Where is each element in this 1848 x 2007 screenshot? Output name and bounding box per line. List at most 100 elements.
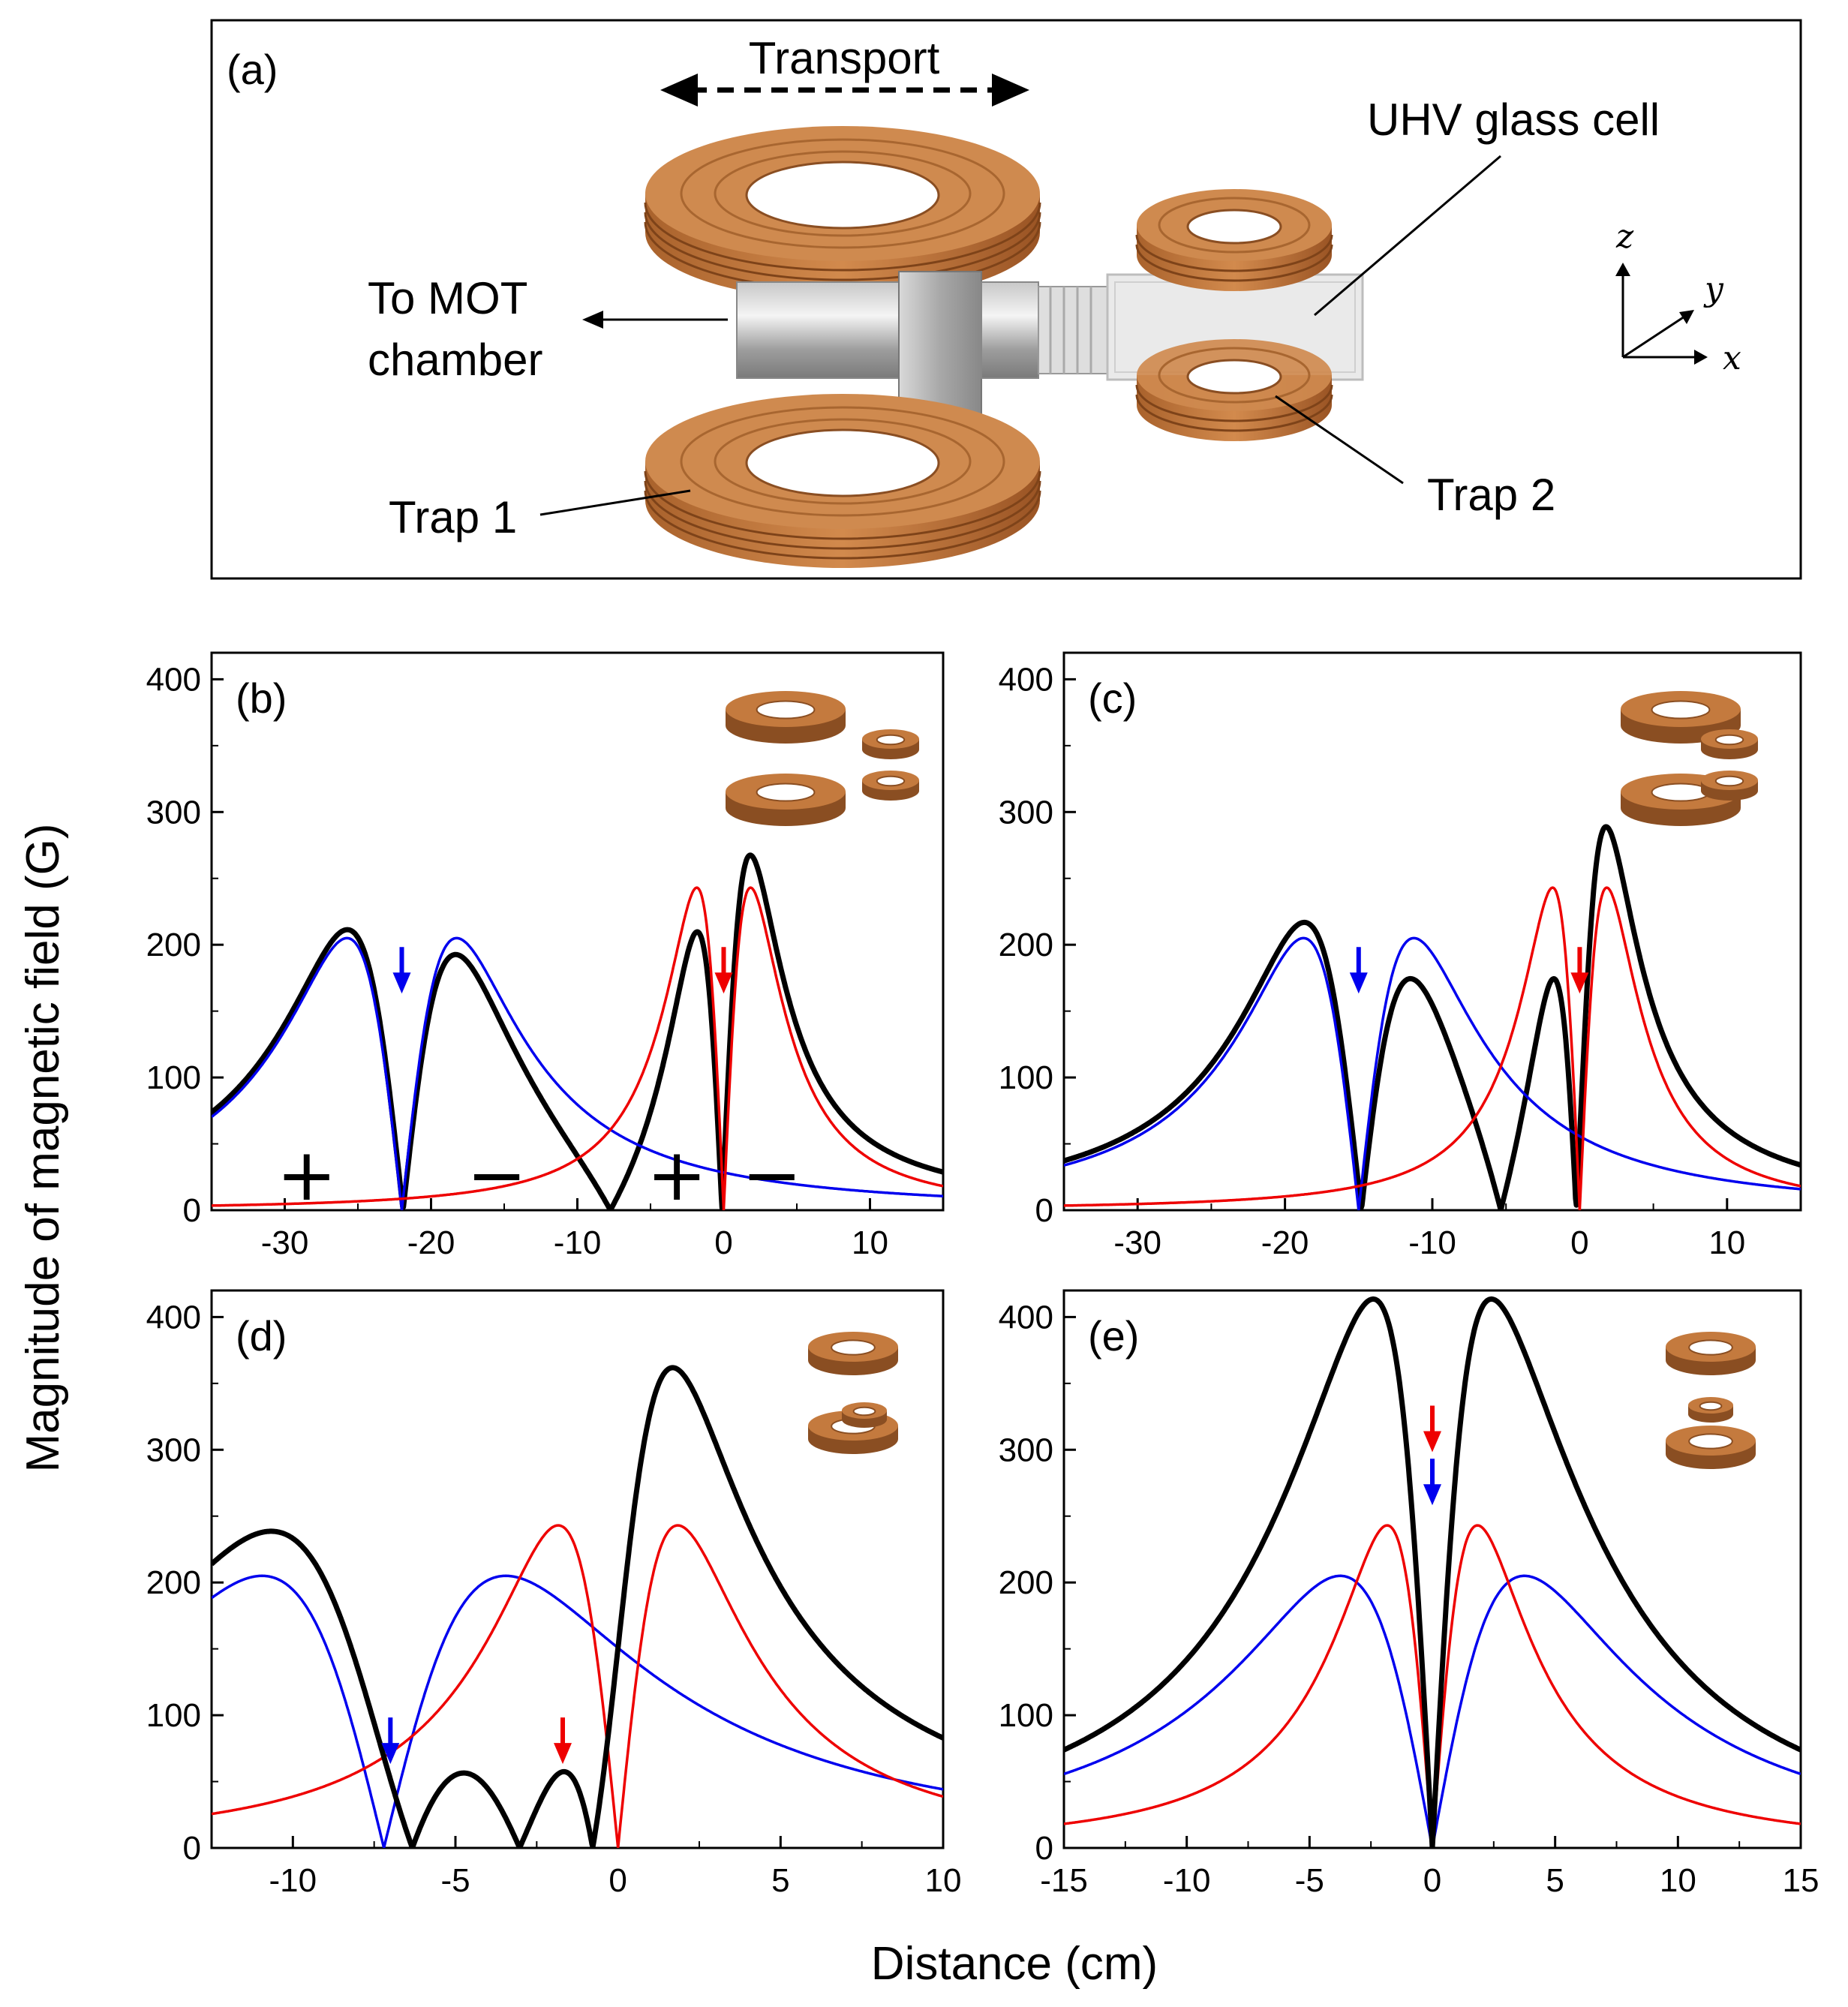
coordinate-axes [1615,263,1708,365]
panel-c-chart: 0 100 200 300 400 -30 -20 -10 0 10 (c) [999,651,1802,1261]
trap2-lower-coil [1135,339,1333,441]
transport-arrow [660,74,1029,107]
x-tick-label: -10 [1163,1862,1211,1899]
x-tick-label: 5 [771,1862,789,1899]
series-total-line [212,1365,943,1848]
panel-d-label: (d) [236,1312,287,1360]
diagram-frame [210,19,1802,580]
series-trap2-line [212,886,943,1210]
trap1-label: Trap 1 [389,492,517,542]
panel-d-coil-inset [808,1332,898,1454]
mot-label-line2: chamber [368,335,542,385]
y-tick-label: 300 [146,794,201,831]
y-tick-label: 300 [999,794,1053,831]
y-tick-label: 400 [999,661,1053,698]
y-tick-label: 300 [146,1432,201,1468]
trap2-position-arrow [714,947,733,994]
panel-b-label: (b) [236,675,287,722]
trap2-position-arrow [1570,947,1589,994]
trap1-position-arrow [381,1717,400,1765]
x-tick-label: 15 [1783,1862,1819,1899]
plot-frame [1062,1289,1802,1849]
series-trap1-line [212,1574,943,1848]
axis-x-label: x [1723,339,1741,377]
polarity-sign: + [277,1133,337,1217]
x-tick-label: 10 [852,1224,888,1261]
trap1-position-arrow [392,947,411,994]
series-total-line [1064,1296,1801,1848]
y-tick-label: 400 [146,661,201,698]
trap2-upper-coil [1135,189,1333,291]
trap1-position-arrow [1423,1459,1441,1506]
y-tick-label: 400 [146,1299,201,1335]
y-tick-label: 200 [999,1564,1053,1601]
x-tick-label: 10 [925,1862,962,1899]
x-tick-label: 0 [714,1224,732,1261]
series-total-line [212,852,943,1210]
x-tick-label: -15 [1040,1862,1088,1899]
trap2-position-arrow [554,1717,572,1765]
panel-a-label: (a) [227,46,278,93]
series-trap2-line [1064,1524,1801,1848]
trap1-lower-coil [644,394,1041,568]
series-trap1-line [1064,1574,1801,1848]
trap1-position-arrow [1349,947,1368,994]
x-tick-label: -30 [1113,1224,1161,1261]
panel-c-label: (c) [1088,675,1137,722]
x-tick-label: 0 [608,1862,627,1899]
uhv-label: UHV glass cell [1367,95,1660,145]
trap2-position-arrow [1423,1405,1441,1453]
x-tick-label: -10 [269,1862,317,1899]
polarity-sign: − [467,1133,527,1217]
y-tick-label: 200 [146,927,201,963]
transport-label: Transport [749,33,940,83]
x-tick-label: 10 [1708,1224,1745,1261]
panel-e-label: (e) [1088,1312,1139,1360]
plot-frame [210,1289,945,1849]
trap2-label: Trap 2 [1427,470,1555,520]
axis-y-label: y [1703,270,1724,308]
y-tick-label: 0 [183,1192,201,1229]
series-trap1-line [1064,936,1801,1210]
x-tick-label: -20 [407,1224,455,1261]
panel-b-coil-inset [726,691,919,826]
y-tick-label: 100 [999,1059,1053,1096]
y-tick-label: 0 [183,1830,201,1867]
y-tick-label: 300 [999,1432,1053,1468]
x-tick-label: -20 [1261,1224,1309,1261]
x-tick-label: 0 [1423,1862,1441,1899]
x-tick-label: 10 [1660,1862,1696,1899]
x-tick-label: 5 [1546,1862,1564,1899]
y-tick-label: 0 [1035,1192,1053,1229]
y-tick-label: 200 [146,1564,201,1601]
x-tick-label: -10 [1408,1224,1456,1261]
panel-e-coil-inset [1666,1332,1756,1469]
x-tick-label: -5 [1295,1862,1324,1899]
panel-d-chart: 0 100 200 300 400 -10 -5 0 5 10 (d) [146,1289,962,1899]
series-trap2-line [212,1524,943,1848]
series-trap1-line [212,936,943,1210]
uhv-pointer-line [1314,155,1501,317]
y-axis-title: Magnitude of magnetic field (G) [17,824,69,1473]
y-tick-label: 100 [146,1697,201,1734]
axis-z-label: z [1615,218,1634,256]
polarity-sign: − [742,1133,802,1217]
trap2-pointer-line [1275,395,1404,485]
y-tick-label: 200 [999,927,1053,963]
polarity-sign: + [647,1133,707,1217]
x-tick-label: -5 [440,1862,470,1899]
panel-c-coil-inset [1621,691,1758,826]
y-tick-label: 100 [146,1059,201,1096]
y-tick-label: 100 [999,1697,1053,1734]
y-tick-label: 400 [999,1299,1053,1335]
panel-a-diagram: (a) Transport [210,19,1802,580]
trap1-pointer-line [539,489,691,516]
mot-label-line1: To MOT [368,273,527,323]
panel-e-chart: 0 100 200 300 400 -15 -10 -5 0 5 10 15 (e) [999,1289,1819,1899]
mot-pointer-arrow [582,311,728,329]
x-axis-title: Distance (cm) [871,1938,1158,1990]
y-tick-label: 0 [1035,1830,1053,1867]
x-tick-label: -10 [554,1224,602,1261]
